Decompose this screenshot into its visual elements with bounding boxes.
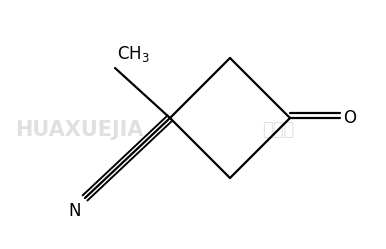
Text: O: O [343,109,356,127]
Text: CH$_3$: CH$_3$ [117,44,150,64]
Text: HUAXUEJIA: HUAXUEJIA [15,120,144,140]
Text: N: N [68,202,81,220]
Text: 化学加: 化学加 [262,121,295,139]
